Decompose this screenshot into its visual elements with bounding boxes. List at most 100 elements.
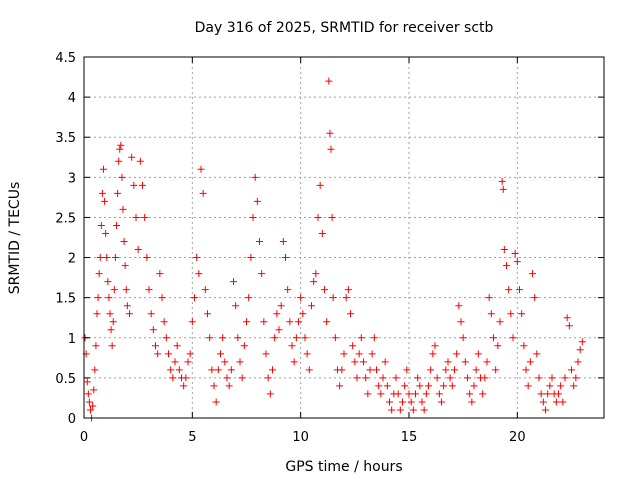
- data-point: [288, 342, 296, 350]
- x-axis-label: GPS time / hours: [285, 459, 402, 475]
- data-point: [312, 270, 320, 278]
- data-point: [275, 326, 283, 334]
- data-point: [455, 302, 463, 310]
- data-point: [100, 165, 107, 173]
- data-point: [427, 366, 435, 374]
- data-point: [379, 374, 387, 382]
- data-point: [139, 181, 146, 189]
- data-point: [375, 382, 383, 390]
- data-point: [414, 374, 422, 382]
- data-point: [219, 334, 227, 342]
- data-point: [485, 294, 493, 302]
- data-point: [225, 382, 233, 390]
- data-point: [160, 318, 168, 326]
- data-point: [401, 382, 409, 390]
- data-point: [422, 390, 430, 398]
- data-point: [110, 286, 118, 294]
- data-point: [511, 250, 519, 258]
- data-point: [392, 374, 400, 382]
- data-point: [344, 286, 352, 294]
- data-point: [522, 366, 530, 374]
- data-point: [574, 358, 582, 366]
- data-point: [193, 254, 201, 262]
- data-point: [446, 374, 454, 382]
- data-point: [106, 310, 114, 318]
- data-point: [403, 366, 411, 374]
- data-point: [234, 334, 242, 342]
- data-point: [89, 402, 97, 410]
- data-point: [503, 262, 510, 270]
- y-tick-label: 3.5: [55, 131, 76, 146]
- data-point: [108, 342, 116, 350]
- data-point: [299, 310, 307, 318]
- data-point: [123, 302, 131, 310]
- x-tick-label: 20: [509, 430, 526, 445]
- data-point: [115, 157, 123, 165]
- x-tick-label: 5: [188, 430, 196, 445]
- data-point: [520, 342, 528, 350]
- data-point: [232, 302, 240, 310]
- data-point: [396, 406, 404, 414]
- data-point: [201, 286, 209, 294]
- data-point: [93, 310, 101, 318]
- data-point: [362, 374, 370, 382]
- data-point: [351, 358, 359, 366]
- data-point: [468, 398, 476, 406]
- y-tick-label: 1: [68, 332, 76, 347]
- data-point: [295, 318, 302, 326]
- data-point: [353, 374, 361, 382]
- data-point: [383, 382, 391, 390]
- data-point: [336, 382, 344, 390]
- data-point: [381, 358, 389, 366]
- data-point: [249, 213, 257, 221]
- data-point: [557, 382, 565, 390]
- chart-title: Day 316 of 2025, SRMTID for receiver sct…: [195, 20, 494, 36]
- data-point: [305, 366, 313, 374]
- data-point: [314, 213, 322, 221]
- y-tick-label: 3: [68, 171, 76, 186]
- data-point: [535, 374, 543, 382]
- data-point: [87, 406, 94, 414]
- data-point: [457, 318, 465, 326]
- data-point: [245, 294, 253, 302]
- data-point: [310, 278, 318, 286]
- data-point: [277, 302, 285, 310]
- data-point: [120, 238, 128, 246]
- data-point: [412, 390, 419, 398]
- data-point: [531, 294, 539, 302]
- y-tick-label: 2.5: [55, 211, 76, 226]
- data-point: [461, 358, 469, 366]
- data-point: [204, 310, 211, 318]
- data-point: [366, 366, 374, 374]
- data-point: [555, 390, 562, 398]
- x-tick-label: 0: [80, 430, 88, 445]
- data-point: [561, 374, 569, 382]
- data-point: [152, 342, 159, 350]
- data-point: [191, 294, 198, 302]
- data-point: [559, 398, 567, 406]
- y-tick-label: 0: [68, 412, 76, 427]
- data-point: [156, 270, 164, 278]
- data-point: [499, 185, 507, 193]
- x-tick-label: 15: [401, 430, 418, 445]
- data-point: [316, 181, 324, 189]
- data-point: [247, 254, 255, 262]
- axis-ticks: 0 0.5 1 1.5 2 2.5 3 3.5 4 4.5 0 5 10 15 20: [55, 51, 604, 445]
- data-point: [271, 334, 279, 342]
- y-tick-label: 4: [68, 91, 76, 106]
- data-point: [563, 314, 571, 322]
- data-point: [409, 406, 417, 414]
- data-point: [165, 350, 172, 358]
- data-point: [223, 374, 231, 382]
- data-point: [429, 350, 437, 358]
- data-point: [119, 205, 127, 213]
- data-point: [158, 294, 166, 302]
- data-point: [326, 129, 334, 137]
- data-point: [251, 173, 259, 181]
- data-point: [308, 302, 315, 310]
- data-point: [526, 358, 534, 366]
- data-point: [576, 346, 584, 354]
- data-point: [565, 322, 573, 330]
- data-point: [221, 358, 229, 366]
- data-point: [303, 350, 311, 358]
